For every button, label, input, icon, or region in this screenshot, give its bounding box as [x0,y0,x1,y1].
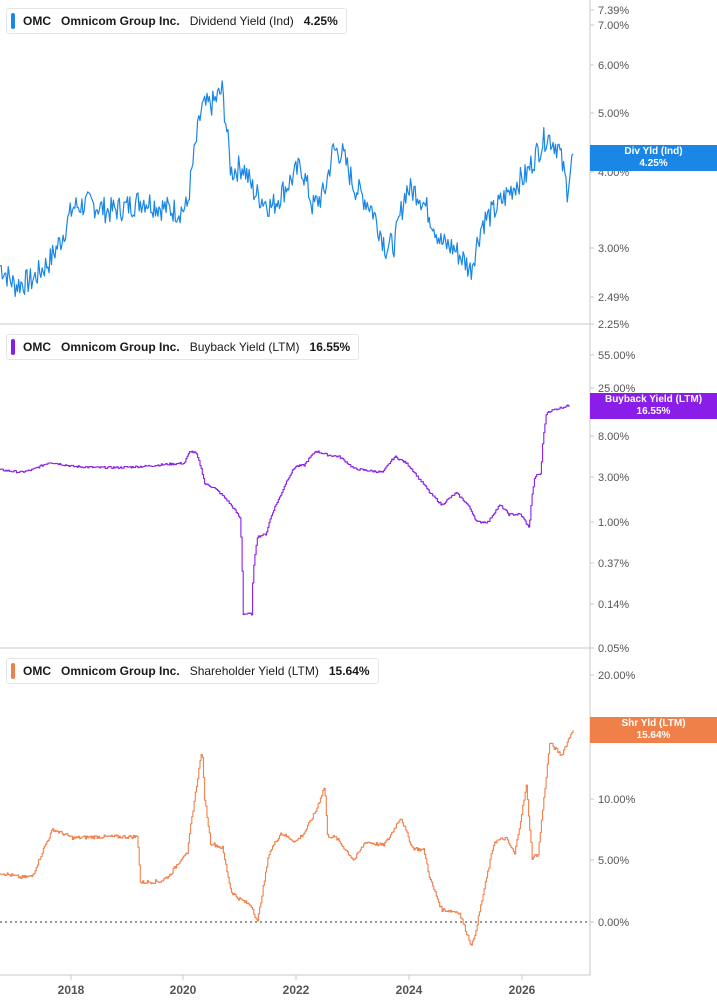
legend-buyback-yield: OMC Omnicom Group Inc. Buyback Yield (LT… [6,334,360,360]
y-tick-label: 20.00% [598,670,636,682]
legend-shareholder-yield: OMC Omnicom Group Inc. Shareholder Yield… [6,658,379,684]
y-tick-label: 3.00% [598,243,629,255]
y-tick-label: 0.00% [598,917,629,929]
tag-value: 16.55% [636,406,671,417]
y-tick-label: 7.00% [598,20,629,32]
y-tick-label: 2.49% [598,292,629,304]
legend-value: 15.64% [328,664,370,678]
series-swatch [11,339,15,355]
series-swatch [11,13,15,29]
x-tick-label: 2022 [283,983,310,997]
legend-ticker: OMC [23,340,51,354]
tag-value: 15.64% [636,730,671,741]
y-tick-label: 1.00% [598,517,629,529]
legend-company: Omnicom Group Inc. [61,340,180,354]
y-tick-label: 3.00% [598,472,629,484]
y-tick-label: 55.00% [598,350,636,362]
y-tick-label: 2.25% [598,319,629,331]
legend-dividend-yield: OMC Omnicom Group Inc. Dividend Yield (I… [6,8,347,34]
x-tick-label: 2018 [58,983,85,997]
y-tick-label: 0.14% [598,599,629,611]
last-value-tag-buyback: Buyback Yield (LTM) 16.55% [590,393,717,419]
y-tick-label: 5.00% [598,855,629,867]
tag-value: 4.25% [639,158,668,169]
y-tick-label: 6.00% [598,60,629,72]
series-swatch [11,663,15,679]
y-tick-label: 0.05% [598,643,629,655]
y-tick-label: 7.39% [598,5,629,17]
legend-metric: Buyback Yield (LTM) [189,340,300,354]
legend-company: Omnicom Group Inc. [61,14,180,28]
y-tick-label: 25.00% [598,383,636,395]
x-tick-label: 2020 [170,983,197,997]
legend-value: 16.55% [309,340,351,354]
shareholder-yield-line [0,730,574,946]
last-value-tag-shareholder: Shr Yld (LTM) 15.64% [590,717,717,743]
y-tick-label: 10.00% [598,794,636,806]
x-tick-label: 2024 [396,983,423,997]
y-tick-label: 8.00% [598,431,629,443]
tag-label: Buyback Yield (LTM) [604,394,703,405]
x-tick-label: 2026 [509,983,536,997]
legend-metric: Shareholder Yield (LTM) [189,664,319,678]
y-tick-label: 5.00% [598,108,629,120]
legend-value: 4.25% [303,14,338,28]
tag-label: Div Yld (Ind) [624,146,683,157]
y-tick-label: 0.37% [598,558,629,570]
tag-label: Shr Yld (LTM) [621,718,686,729]
last-value-tag-dividend: Div Yld (Ind) 4.25% [590,145,717,171]
dividend-yield-line [0,80,574,297]
legend-metric: Dividend Yield (Ind) [189,14,294,28]
legend-company: Omnicom Group Inc. [61,664,180,678]
buyback-yield-line [0,404,571,616]
legend-ticker: OMC [23,14,51,28]
legend-ticker: OMC [23,664,51,678]
